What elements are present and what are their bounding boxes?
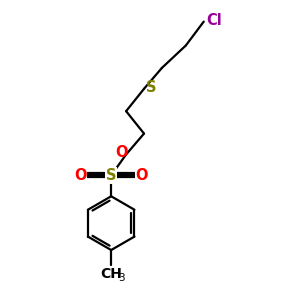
Text: O: O [136, 168, 148, 183]
Text: Cl: Cl [206, 13, 222, 28]
Text: S: S [106, 168, 116, 183]
Text: 3: 3 [118, 272, 124, 283]
Text: O: O [74, 168, 87, 183]
Text: O: O [116, 146, 128, 160]
Text: CH: CH [100, 267, 122, 281]
Text: S: S [146, 80, 156, 95]
